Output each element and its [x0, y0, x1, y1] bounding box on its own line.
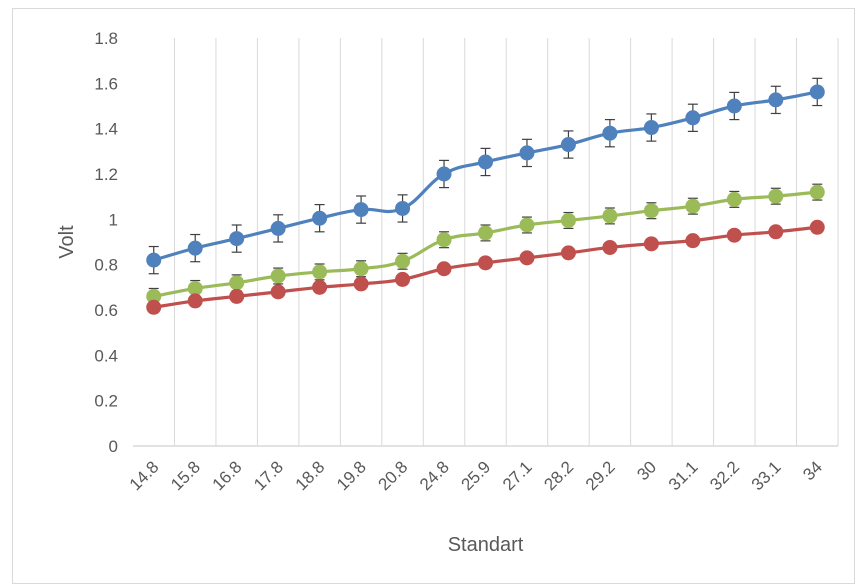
data-point — [478, 154, 493, 170]
y-tick-label: 1.4 — [94, 120, 118, 139]
y-tick-label: 0 — [109, 437, 118, 456]
data-point — [519, 250, 535, 266]
data-point — [395, 253, 411, 269]
data-point — [187, 293, 203, 309]
data-point — [353, 261, 369, 277]
series-1 — [146, 77, 825, 275]
y-tick-label: 0.8 — [94, 256, 118, 275]
x-axis-title: Standart — [448, 534, 524, 556]
x-tick-label: 17.8 — [250, 457, 287, 494]
x-tick-label: 30 — [633, 457, 660, 484]
data-point — [809, 219, 825, 235]
y-tick-label: 0.4 — [94, 346, 118, 365]
series-line — [153, 190, 818, 298]
x-tick-label: 14.8 — [126, 457, 163, 494]
data-point — [478, 255, 493, 271]
x-tick-label: 33.1 — [748, 457, 785, 494]
data-point — [270, 220, 286, 236]
data-point — [560, 245, 576, 261]
data-point — [519, 217, 535, 233]
y-tick-label: 1.6 — [94, 74, 118, 93]
y-tick-label: 0.2 — [94, 392, 118, 411]
data-point — [436, 166, 452, 182]
x-tick-label: 18.8 — [292, 457, 329, 494]
data-point — [436, 261, 452, 277]
x-tick-label: 19.8 — [333, 457, 370, 494]
data-point — [312, 210, 328, 226]
data-point — [270, 284, 286, 300]
data-point — [602, 239, 618, 255]
x-tick-label: 24.8 — [416, 457, 453, 494]
series-3 — [146, 219, 825, 315]
x-tick-label: 25.9 — [457, 457, 494, 494]
data-point — [312, 279, 328, 295]
data-point — [685, 198, 701, 214]
data-point — [229, 231, 245, 247]
gridlines — [173, 38, 839, 446]
data-point — [602, 208, 618, 224]
x-tick-label: 27.1 — [499, 457, 536, 494]
data-point — [270, 268, 286, 284]
x-tick-label: 16.8 — [209, 457, 246, 494]
data-point — [809, 184, 825, 200]
data-point — [187, 280, 203, 296]
data-point — [395, 200, 411, 216]
x-tick-label: 32.2 — [706, 457, 743, 494]
y-tick-label: 1.2 — [94, 165, 118, 184]
y-axis-title: Volt — [56, 225, 78, 259]
data-point — [643, 236, 659, 252]
x-tick-label: 28.2 — [540, 457, 577, 494]
data-point — [726, 227, 742, 243]
y-tick-label: 1.8 — [94, 29, 118, 48]
data-point — [353, 202, 369, 218]
x-tick-label: 15.8 — [167, 457, 204, 494]
data-point — [353, 276, 369, 292]
data-point — [726, 98, 742, 114]
data-point — [643, 203, 659, 219]
data-point — [768, 224, 784, 240]
x-tick-label: 34 — [799, 457, 826, 484]
x-tick-label: 31.1 — [665, 457, 702, 494]
data-point — [229, 275, 245, 291]
data-point — [726, 191, 742, 207]
x-tick-label: 29.2 — [582, 457, 619, 494]
data-point — [685, 233, 701, 249]
data-point — [560, 212, 576, 228]
data-point — [146, 299, 162, 315]
series — [146, 77, 825, 315]
y-tick-label: 0.6 — [94, 301, 118, 320]
data-point — [478, 225, 493, 241]
data-point — [602, 125, 618, 141]
data-point — [768, 92, 784, 108]
data-point — [685, 110, 701, 126]
data-point — [643, 120, 659, 136]
data-point — [146, 252, 162, 268]
data-point — [560, 137, 576, 153]
x-tick-labels: 14.8 15.8 16.8 17.8 18.8 19.8 20.8 24.8 25.9 27.1… — [126, 457, 826, 494]
data-point — [519, 145, 535, 161]
data-point — [229, 288, 245, 304]
data-point — [395, 271, 411, 287]
x-tick-label: 20.8 — [375, 457, 412, 494]
y-tick-label: 1 — [109, 210, 118, 229]
data-point — [187, 240, 203, 256]
data-point — [768, 188, 784, 204]
y-tick-labels: 0 0.2 0.4 0.6 0.8 1 1.2 1.4 1.6 1.8 — [94, 29, 118, 456]
data-point — [312, 264, 328, 280]
data-point — [436, 232, 452, 248]
data-point — [809, 84, 825, 100]
series-2 — [146, 183, 825, 305]
